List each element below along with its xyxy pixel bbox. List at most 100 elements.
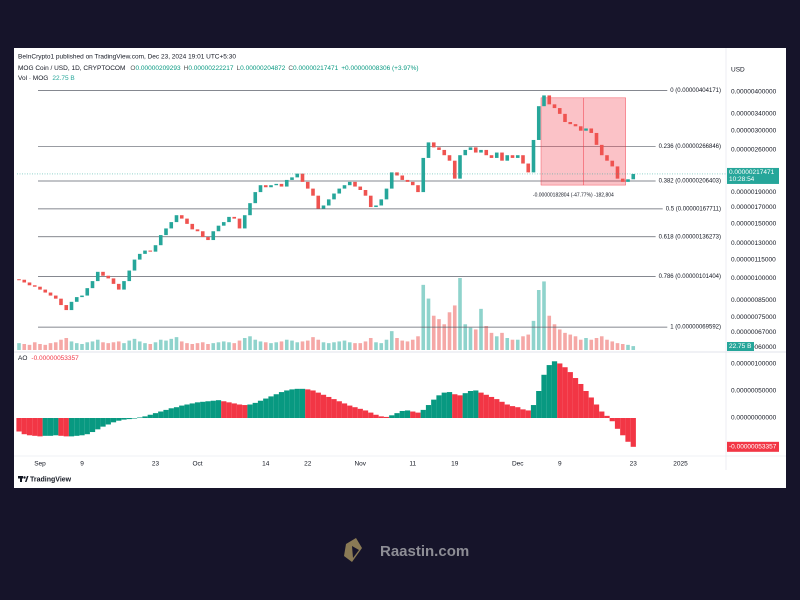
ao-bar [420, 409, 426, 419]
ao-bar [331, 399, 337, 419]
ao-bar [530, 405, 537, 419]
candle [127, 270, 132, 282]
volume-bar [500, 332, 504, 350]
fib-label: 0 (0.00000404171) [670, 88, 721, 94]
volume-bar [452, 305, 457, 350]
volume-bar [279, 341, 284, 350]
currency: USD [731, 67, 745, 74]
last-price-badge [727, 167, 779, 184]
candle [410, 181, 415, 186]
ao-bar [457, 395, 463, 419]
volume-bar [326, 343, 331, 350]
volume-bar [106, 343, 111, 350]
ao-bar [152, 413, 159, 419]
volume-bar [185, 343, 189, 350]
volume-bar [111, 342, 116, 350]
volume-bar [463, 324, 468, 350]
x-tick-label: 9 [558, 461, 562, 468]
ao-bar [488, 396, 495, 419]
volume-bar [395, 338, 399, 350]
candle [353, 181, 357, 187]
candle [500, 152, 504, 161]
candle [321, 205, 326, 209]
ao-bar [320, 394, 327, 419]
volume-bar [216, 342, 221, 350]
volume-bar [447, 312, 452, 350]
ao-bar [163, 409, 169, 419]
ao-bar [557, 363, 563, 419]
ao-bar [467, 390, 474, 419]
ao-bar [515, 407, 521, 419]
candle [531, 139, 536, 173]
ao-bar [567, 372, 573, 419]
candle [248, 203, 252, 216]
candle [416, 185, 420, 193]
volume-bar [305, 340, 310, 350]
volume-legend: Vol · MOG 22.75 B [18, 75, 75, 82]
ohlc-value: 0.00000209293 [135, 65, 181, 72]
volume-bar [169, 338, 174, 350]
candle [85, 288, 90, 296]
ao-bar [399, 410, 405, 419]
ao-bar [572, 378, 579, 419]
ao-bar [509, 406, 516, 419]
volume-bar [269, 343, 273, 350]
volume-bar [38, 344, 42, 350]
x-tick-label: 2025 [673, 461, 688, 468]
ao-bar [525, 410, 531, 419]
ao-bar [478, 392, 484, 419]
volume-bar [90, 341, 95, 350]
candle [426, 142, 431, 158]
ao-bar [625, 418, 631, 442]
ao-bar [609, 418, 615, 422]
ao-bar [378, 416, 384, 419]
ao-bar [189, 403, 195, 419]
volume-bar [573, 336, 578, 350]
candle [43, 289, 48, 293]
ao-bar [394, 413, 400, 419]
ao-bar [389, 415, 395, 419]
volume-title: Vol · MOG [18, 75, 48, 82]
ao-bar [147, 414, 153, 419]
volume-bar [17, 343, 21, 350]
volume-bar [536, 290, 541, 350]
volume-bar [384, 339, 389, 350]
volume-bar [190, 344, 195, 350]
candle [216, 225, 221, 232]
volume-bar [437, 319, 441, 350]
candle [237, 218, 242, 229]
candle [116, 283, 121, 290]
candle [158, 235, 163, 246]
ao-bar [383, 416, 390, 419]
volume-bar [599, 336, 604, 350]
ao-bar [415, 412, 421, 419]
y-tick-label: 0.00000260000 [731, 147, 777, 154]
ao-bar [620, 418, 626, 436]
volume-bar [206, 344, 210, 350]
ao-bar [614, 418, 621, 429]
volume-bar [53, 342, 58, 350]
candle [211, 231, 216, 241]
published-note: BeInCrypto1 published on TradingView.com… [18, 54, 236, 61]
candle [169, 222, 174, 229]
candle [489, 155, 494, 158]
logo-part [20, 476, 22, 482]
ao-bar [105, 418, 111, 425]
volume-bar [95, 339, 100, 350]
volume-bar [179, 341, 184, 350]
candle [190, 223, 195, 230]
candle [605, 155, 609, 161]
ao-bar [95, 418, 101, 430]
y-tick-label: 0.00000300000 [731, 127, 777, 134]
volume-bar [458, 278, 462, 350]
ao-bar [236, 404, 243, 419]
volume-bar [400, 340, 405, 350]
volume-last: 22.75 B [52, 75, 74, 82]
ao-bar [536, 390, 542, 419]
ao-bar [368, 412, 374, 419]
ao-bar [116, 418, 122, 421]
ao-bar [263, 398, 269, 419]
candle [111, 278, 116, 284]
x-tick-label: Sep [34, 461, 46, 468]
x-tick-label: Dec [512, 461, 524, 468]
